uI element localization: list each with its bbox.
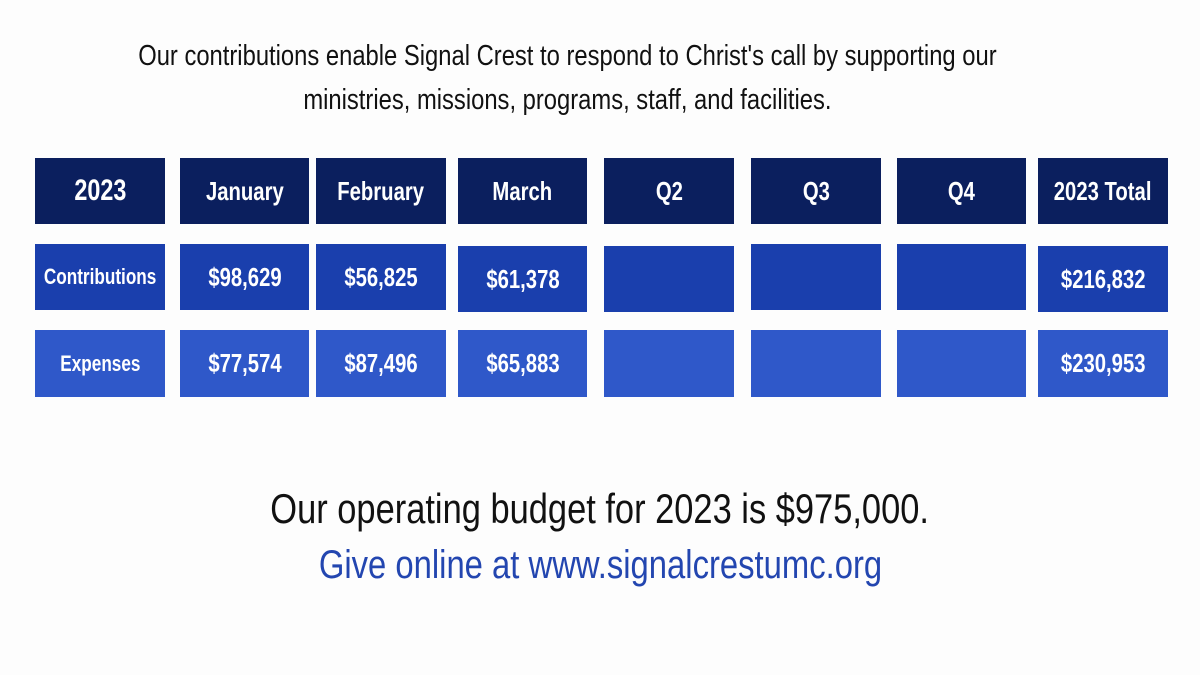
header-q4-label: Q4 bbox=[947, 175, 976, 206]
header-total-label: 2023 Total bbox=[1054, 175, 1152, 206]
expenses-february-value: $87,496 bbox=[344, 348, 418, 378]
header-q3: Q3 bbox=[751, 158, 881, 224]
contributions-q4 bbox=[897, 244, 1026, 310]
budget-text: Our operating budget for 2023 is $975,00… bbox=[270, 485, 930, 532]
contributions-q3 bbox=[751, 244, 881, 310]
expenses-march: $65,883 bbox=[458, 330, 587, 397]
contributions-q2 bbox=[604, 246, 734, 312]
header-january: January bbox=[180, 158, 309, 224]
contributions-total: $216,832 bbox=[1038, 246, 1168, 312]
expenses-label: Expenses bbox=[59, 350, 141, 376]
header-q4: Q4 bbox=[897, 158, 1026, 224]
header-q3-label: Q3 bbox=[802, 175, 830, 206]
header-march: March bbox=[458, 158, 587, 224]
header-total: 2023 Total bbox=[1038, 158, 1168, 224]
contributions-january: $98,629 bbox=[180, 244, 309, 310]
contributions-february-value: $56,825 bbox=[344, 261, 418, 292]
header-march-label: March bbox=[492, 175, 553, 206]
expenses-march-value: $65,883 bbox=[485, 348, 560, 378]
expenses-january: $77,574 bbox=[180, 330, 309, 397]
contributions-march: $61,378 bbox=[458, 246, 587, 312]
contributions-january-value: $98,629 bbox=[207, 261, 282, 292]
expenses-q2 bbox=[604, 330, 734, 397]
contributions-february: $56,825 bbox=[316, 244, 446, 310]
row-label-expenses: Expenses bbox=[35, 330, 165, 397]
give-online-link[interactable]: Give online at www.signalcrestumc.org bbox=[0, 543, 1200, 588]
intro-line-1: Our contributions enable Signal Crest to… bbox=[138, 40, 997, 72]
expenses-q3 bbox=[751, 330, 881, 397]
contributions-march-value: $61,378 bbox=[485, 263, 560, 294]
expenses-january-value: $77,574 bbox=[207, 348, 282, 378]
expenses-q4 bbox=[897, 330, 1026, 397]
intro-line-2: ministries, missions, programs, staff, a… bbox=[303, 84, 832, 116]
expenses-february: $87,496 bbox=[316, 330, 446, 397]
contributions-total-value: $216,832 bbox=[1060, 263, 1146, 294]
budget-statement: Our operating budget for 2023 is $975,00… bbox=[0, 485, 1200, 533]
header-q2-label: Q2 bbox=[655, 175, 683, 206]
contributions-label: Contributions bbox=[43, 264, 157, 289]
give-online-text: Give online at www.signalcrestumc.org bbox=[318, 543, 882, 587]
header-january-label: January bbox=[205, 175, 284, 206]
header-year: 2023 bbox=[35, 158, 165, 224]
expenses-total: $230,953 bbox=[1038, 330, 1168, 397]
header-february: February bbox=[316, 158, 446, 224]
expenses-total-value: $230,953 bbox=[1060, 348, 1146, 378]
row-label-contributions: Contributions bbox=[35, 244, 165, 310]
intro-text: Our contributions enable Signal Crest to… bbox=[102, 34, 1033, 122]
header-february-label: February bbox=[337, 175, 425, 206]
header-q2: Q2 bbox=[604, 158, 734, 224]
header-year-label: 2023 bbox=[73, 174, 127, 207]
